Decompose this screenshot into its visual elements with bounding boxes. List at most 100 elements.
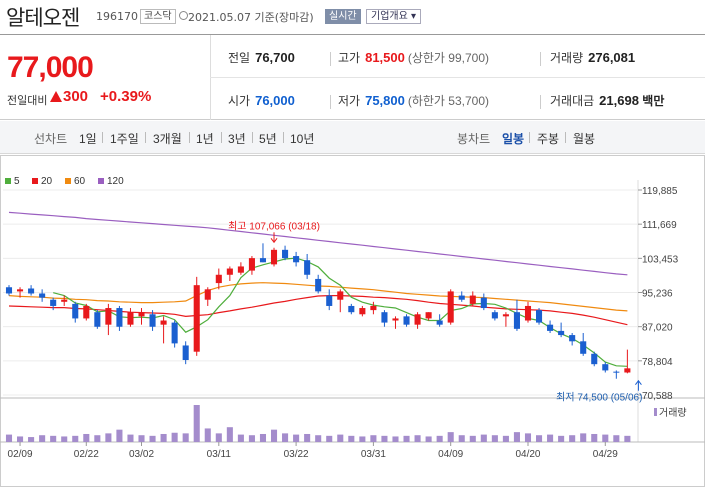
volume-bar xyxy=(436,435,443,442)
volume-bar xyxy=(282,433,289,442)
candle-body xyxy=(580,341,587,354)
volume-bar xyxy=(425,436,432,442)
volume-bar xyxy=(359,436,366,442)
low-annotation: 최저 74,500 (05/06) xyxy=(556,392,642,404)
tab-10y[interactable]: 10년 xyxy=(290,132,315,146)
candle-body xyxy=(359,308,366,315)
candle-body xyxy=(248,258,255,271)
y-tick-label: 119,885 xyxy=(642,186,678,197)
tab-monthly[interactable]: 월봉 xyxy=(573,132,596,146)
tab-line-chart[interactable]: 선차트 xyxy=(34,132,68,146)
candle-body xyxy=(193,285,200,352)
stock-name: 알테오젠 xyxy=(6,6,80,30)
tab-weekly[interactable]: 주봉 xyxy=(537,132,560,146)
volume-bar xyxy=(193,405,200,442)
x-tick-label: 03/02 xyxy=(129,449,154,460)
prev-value: 76,700 xyxy=(255,50,295,65)
candle-body xyxy=(447,291,454,323)
volume-bar xyxy=(348,435,355,442)
volume-bar xyxy=(513,432,520,442)
candle-body xyxy=(304,260,311,275)
candle-body xyxy=(613,371,620,373)
divider xyxy=(189,132,190,143)
change-percent: +0.39% xyxy=(100,88,152,105)
low-label: 저가 xyxy=(338,94,361,108)
candle-body xyxy=(403,316,410,325)
tab-1d[interactable]: 1일 xyxy=(79,132,97,146)
candle-body xyxy=(414,314,421,325)
volume-bar xyxy=(469,435,476,442)
prev-close: 전일 76,700 xyxy=(228,49,295,66)
divider xyxy=(565,132,566,143)
trade-date: 2021.05.07 기준(장마감) xyxy=(188,11,314,24)
candle-body xyxy=(149,314,156,327)
high-price: 고가 81,500 (상한가 99,700) xyxy=(338,49,489,66)
volume-bar xyxy=(624,435,631,442)
high-value: 81,500 xyxy=(365,50,405,65)
volume-bar xyxy=(237,434,244,442)
volume-bar xyxy=(204,428,211,442)
candle-body xyxy=(502,314,509,317)
candle-body xyxy=(83,305,90,319)
candle-body xyxy=(381,312,388,323)
divider xyxy=(221,132,222,143)
candle-body xyxy=(270,249,278,265)
candle-body xyxy=(337,291,344,300)
open-price: 시가 76,000 xyxy=(228,92,295,109)
candle-body xyxy=(569,335,576,342)
y-tick-label: 70,588 xyxy=(642,391,673,402)
tab-1y[interactable]: 1년 xyxy=(196,132,214,146)
volume-bar xyxy=(447,432,454,442)
candle-body xyxy=(105,308,112,325)
volume-bar xyxy=(5,434,13,442)
amount-label: 거래대금 xyxy=(550,94,595,108)
change-label: 전일대비 xyxy=(7,94,48,107)
candle-body xyxy=(491,312,498,319)
volume-bar xyxy=(370,435,377,442)
company-info-dropdown[interactable]: 기업개요 ▾ xyxy=(366,9,421,24)
volume-bar xyxy=(259,433,267,442)
divider xyxy=(210,77,705,78)
volume: 거래량 276,081 xyxy=(550,49,635,66)
volume-bar xyxy=(535,435,543,442)
candle-body xyxy=(17,289,24,292)
candle-body xyxy=(348,305,355,313)
candle-body xyxy=(182,345,189,361)
volume-bar xyxy=(72,435,79,442)
volume-bar xyxy=(127,434,134,442)
legend-label-60: 60 xyxy=(74,176,86,187)
candle-body xyxy=(513,312,520,329)
candle-body xyxy=(215,274,222,284)
tab-3y[interactable]: 3년 xyxy=(228,132,246,146)
realtime-button[interactable]: 실시간 xyxy=(325,9,361,24)
candle-body xyxy=(226,268,233,275)
legend-swatch-5 xyxy=(5,178,11,184)
volume-value: 276,081 xyxy=(588,50,636,65)
candlestick-chart[interactable]: 5 20 60 120 119,885 111,669 103,453 95,236 87,02… xyxy=(0,155,705,487)
tab-5y[interactable]: 5년 xyxy=(259,132,277,146)
volume-bar xyxy=(160,433,167,442)
divider xyxy=(529,132,530,143)
candle-body xyxy=(5,287,13,294)
volume-bar xyxy=(381,435,388,442)
x-tick-label: 04/20 xyxy=(515,449,540,460)
volume-bar xyxy=(17,436,24,442)
volume-bar xyxy=(293,434,300,442)
divider xyxy=(540,95,541,109)
volume-bar xyxy=(392,436,399,442)
y-tick-label: 95,236 xyxy=(642,289,673,300)
volume-bar xyxy=(502,435,509,442)
tab-3m[interactable]: 3개월 xyxy=(153,132,182,146)
high-annotation: 최고 107,066 (03/18) xyxy=(228,220,320,232)
tab-candle-chart[interactable]: 봉차트 xyxy=(457,132,491,146)
volume-bar xyxy=(105,433,112,442)
tab-1w[interactable]: 1주일 xyxy=(110,132,139,146)
legend-swatch-60 xyxy=(65,178,71,184)
candle-body xyxy=(436,320,443,325)
volume-bar xyxy=(337,434,344,442)
volume-bar xyxy=(226,427,233,442)
volume-bar xyxy=(491,435,498,442)
amount-unit: 백만 xyxy=(642,94,665,108)
volume-bar xyxy=(547,434,554,442)
tab-daily[interactable]: 일봉 xyxy=(502,132,525,146)
